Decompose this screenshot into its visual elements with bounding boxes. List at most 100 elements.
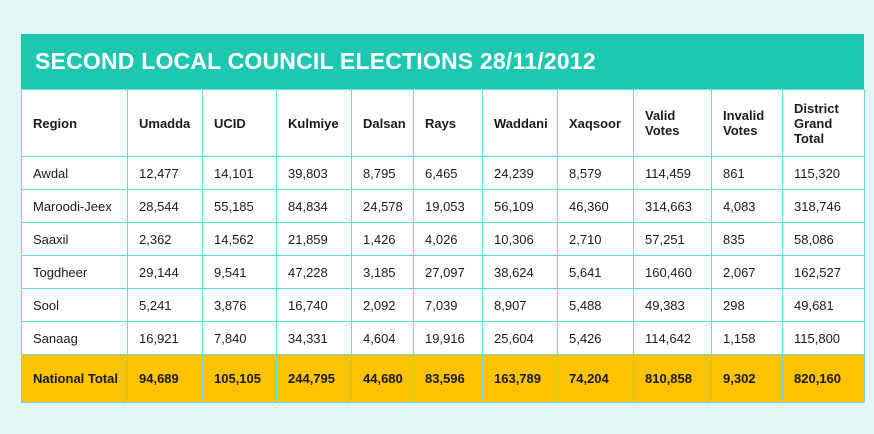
column-header: Valid Votes [633,89,712,157]
table-row: Maroodi-Jeex 28,544 55,185 84,834 24,578 19,0… [21,189,865,223]
value-cell: 318,746 [782,189,865,223]
total-value-cell: 83,596 [413,354,483,403]
column-header: Invalid Votes [711,89,783,157]
table-row: Awdal 12,477 14,101 39,803 8,795 6,465 24,239 8… [21,156,865,190]
column-header: Umadda [127,89,203,157]
total-value-cell: 94,689 [127,354,203,403]
value-cell: 29,144 [127,255,203,289]
value-cell: 10,306 [482,222,558,256]
value-cell: 14,562 [202,222,277,256]
total-value-cell: 163,789 [482,354,558,403]
table-row: Saaxil 2,362 14,562 21,859 1,426 4,026 10,306 2… [21,222,865,256]
total-label-cell: National Total [21,354,128,403]
region-cell: Saaxil [21,222,128,256]
table-body: Awdal 12,477 14,101 39,803 8,795 6,465 24,239 8… [21,156,865,403]
value-cell: 5,426 [557,321,634,355]
value-cell: 84,834 [276,189,352,223]
value-cell: 4,083 [711,189,783,223]
value-cell: 5,241 [127,288,203,322]
value-cell: 27,097 [413,255,483,289]
region-cell: Togdheer [21,255,128,289]
total-value-cell: 810,858 [633,354,712,403]
region-cell: Maroodi-Jeex [21,189,128,223]
total-value-cell: 74,204 [557,354,634,403]
value-cell: 114,642 [633,321,712,355]
value-cell: 2,362 [127,222,203,256]
total-value-cell: 244,795 [276,354,352,403]
column-header: Region [21,89,128,157]
value-cell: 49,681 [782,288,865,322]
column-header: UCID [202,89,277,157]
value-cell: 8,579 [557,156,634,190]
value-cell: 2,710 [557,222,634,256]
value-cell: 4,026 [413,222,483,256]
national-total-row: National Total 94,689 105,105 244,795 44,680… [21,354,865,403]
value-cell: 3,876 [202,288,277,322]
region-cell: Sanaag [21,321,128,355]
value-cell: 298 [711,288,783,322]
value-cell: 57,251 [633,222,712,256]
value-cell: 4,604 [351,321,414,355]
value-cell: 7,039 [413,288,483,322]
value-cell: 115,800 [782,321,865,355]
value-cell: 5,488 [557,288,634,322]
results-table: Region Umadda UCID Kulmiye Dalsan Rays Waddani… [21,89,865,403]
column-header: District Grand Total [782,89,865,157]
value-cell: 5,641 [557,255,634,289]
value-cell: 28,544 [127,189,203,223]
value-cell: 2,067 [711,255,783,289]
total-value-cell: 44,680 [351,354,414,403]
column-header: Waddani [482,89,558,157]
region-cell: Awdal [21,156,128,190]
value-cell: 14,101 [202,156,277,190]
value-cell: 1,426 [351,222,414,256]
column-header: Xaqsoor [557,89,634,157]
value-cell: 46,360 [557,189,634,223]
value-cell: 6,465 [413,156,483,190]
value-cell: 55,185 [202,189,277,223]
value-cell: 3,185 [351,255,414,289]
value-cell: 7,840 [202,321,277,355]
value-cell: 24,239 [482,156,558,190]
total-value-cell: 105,105 [202,354,277,403]
table-title: SECOND LOCAL COUNCIL ELECTIONS 28/11/201… [21,34,864,89]
value-cell: 39,803 [276,156,352,190]
value-cell: 12,477 [127,156,203,190]
value-cell: 21,859 [276,222,352,256]
value-cell: 38,624 [482,255,558,289]
value-cell: 16,921 [127,321,203,355]
column-header: Rays [413,89,483,157]
value-cell: 47,228 [276,255,352,289]
column-header: Dalsan [351,89,414,157]
value-cell: 56,109 [482,189,558,223]
value-cell: 861 [711,156,783,190]
election-results-card: SECOND LOCAL COUNCIL ELECTIONS 28/11/201… [21,34,865,403]
value-cell: 19,916 [413,321,483,355]
total-value-cell: 9,302 [711,354,783,403]
value-cell: 160,460 [633,255,712,289]
table-row: Togdheer 29,144 9,541 47,228 3,185 27,097 38,6… [21,255,865,289]
value-cell: 24,578 [351,189,414,223]
table-row: Sool 5,241 3,876 16,740 2,092 7,039 8,907 5,488… [21,288,865,322]
value-cell: 19,053 [413,189,483,223]
value-cell: 8,795 [351,156,414,190]
value-cell: 835 [711,222,783,256]
value-cell: 314,663 [633,189,712,223]
value-cell: 9,541 [202,255,277,289]
column-header: Kulmiye [276,89,352,157]
value-cell: 8,907 [482,288,558,322]
header-row: Region Umadda UCID Kulmiye Dalsan Rays Waddani… [21,89,865,157]
region-cell: Sool [21,288,128,322]
value-cell: 162,527 [782,255,865,289]
value-cell: 25,604 [482,321,558,355]
value-cell: 49,383 [633,288,712,322]
value-cell: 34,331 [276,321,352,355]
total-value-cell: 820,160 [782,354,865,403]
value-cell: 58,086 [782,222,865,256]
table-row: Sanaag 16,921 7,840 34,331 4,604 19,916 25,604… [21,321,865,355]
value-cell: 115,320 [782,156,865,190]
value-cell: 1,158 [711,321,783,355]
value-cell: 16,740 [276,288,352,322]
value-cell: 2,092 [351,288,414,322]
value-cell: 114,459 [633,156,712,190]
